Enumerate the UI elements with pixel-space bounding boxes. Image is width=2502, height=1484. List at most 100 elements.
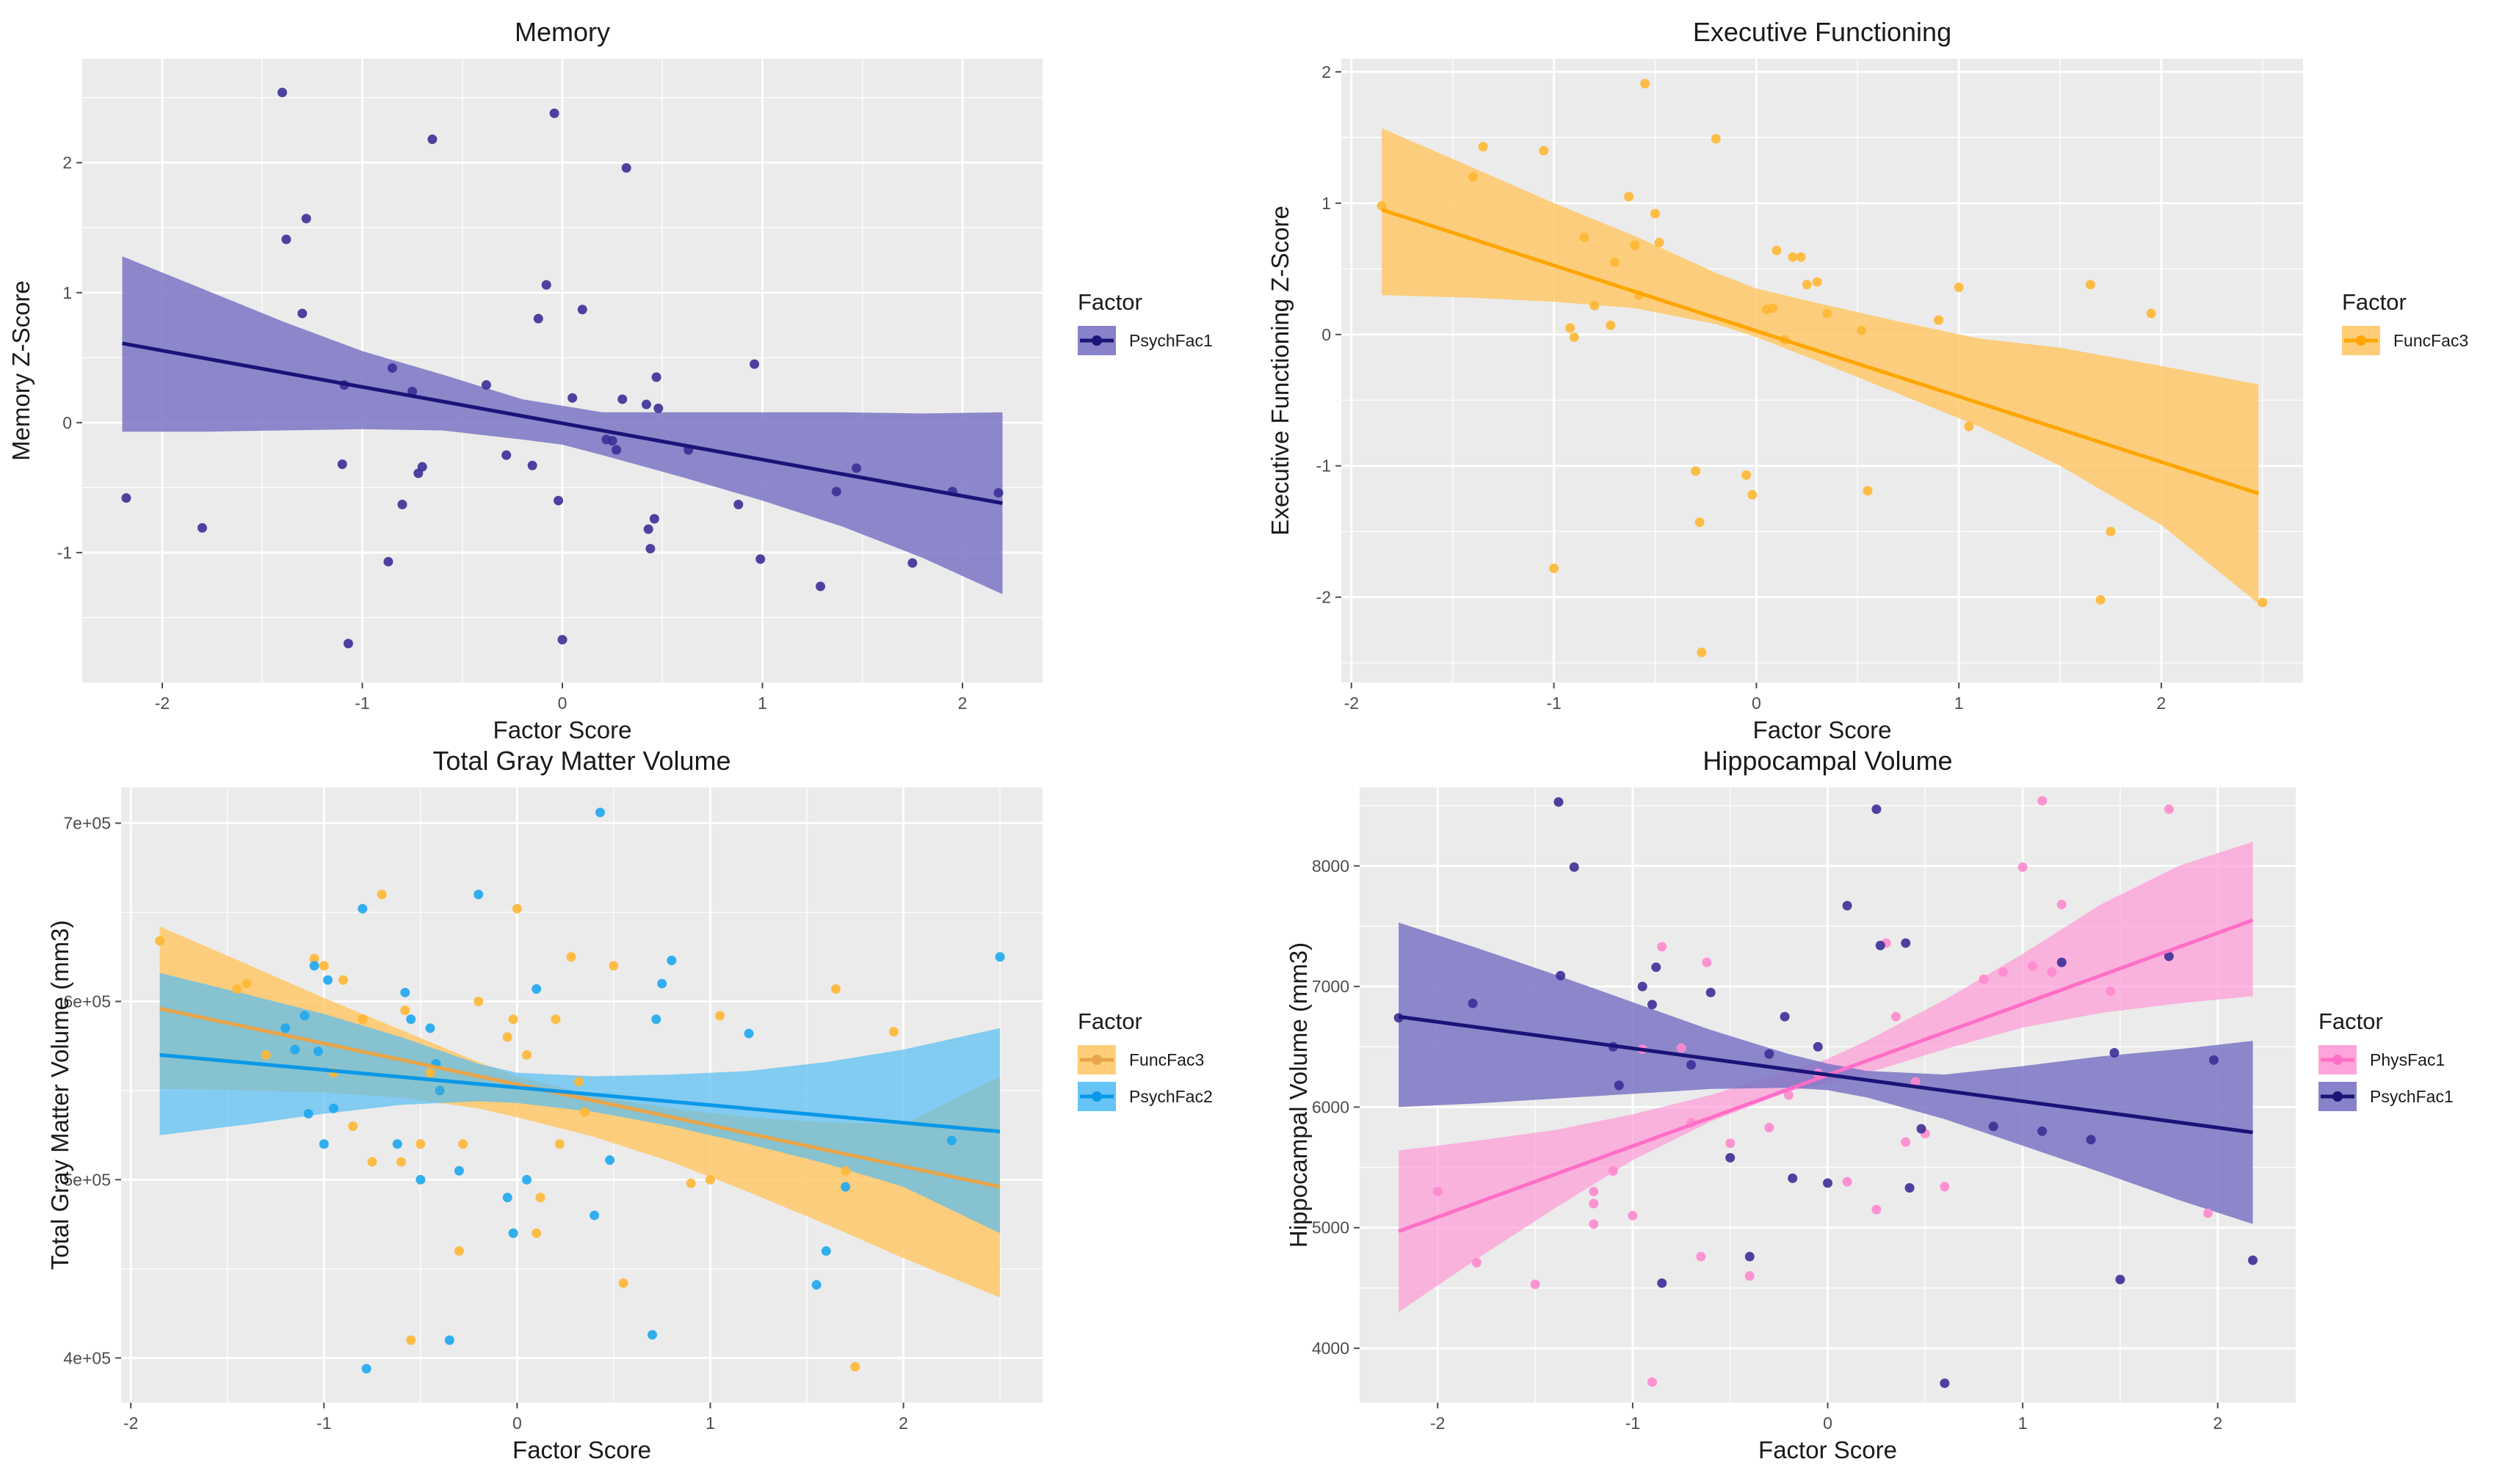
data-point — [1796, 252, 1806, 262]
data-point — [1823, 1178, 1832, 1188]
data-point — [645, 544, 656, 554]
data-point — [396, 1157, 406, 1167]
data-point — [1694, 517, 1705, 528]
data-point — [2056, 899, 2067, 909]
x-tick-label: 0 — [1752, 694, 1761, 713]
data-point — [358, 1014, 368, 1025]
data-point — [2106, 526, 2116, 537]
data-point — [577, 305, 587, 315]
data-point — [1705, 987, 1716, 997]
data-point — [502, 1032, 512, 1042]
data-point — [653, 403, 664, 413]
data-point — [290, 1044, 300, 1055]
data-point — [618, 1278, 628, 1288]
data-point — [387, 363, 397, 373]
data-point — [532, 1228, 542, 1238]
data-point — [1744, 1270, 1755, 1281]
legend-key-point — [2332, 1091, 2343, 1102]
x-tick-label: -2 — [1430, 1414, 1445, 1433]
data-point — [1569, 332, 1579, 342]
data-point — [400, 987, 410, 997]
data-point — [651, 1014, 661, 1025]
data-point — [1711, 134, 1721, 144]
legend: Factor PhysFac1 PsychFac1 — [2318, 1008, 2454, 1111]
data-point — [852, 463, 862, 473]
data-point — [444, 1335, 454, 1345]
data-point — [1916, 1124, 1926, 1134]
data-point — [2086, 1135, 2096, 1145]
points-PsychFac2 — [280, 807, 1005, 1374]
data-point — [1940, 1182, 1950, 1192]
data-point — [2164, 951, 2174, 961]
data-point — [337, 459, 347, 469]
data-point — [1637, 981, 1647, 992]
data-point — [2056, 957, 2067, 967]
y-tick-label: 4000 — [1312, 1339, 1349, 1358]
data-point — [532, 983, 542, 994]
data-point — [1691, 466, 1701, 476]
x-tick-label: -2 — [1344, 694, 1359, 713]
data-point — [474, 996, 484, 1006]
y-tick-label: 2 — [62, 153, 72, 172]
x-tick-label: -1 — [1625, 1414, 1640, 1433]
data-point — [566, 952, 576, 962]
x-tick-label: 2 — [2213, 1414, 2222, 1433]
data-point — [301, 214, 311, 224]
data-point — [1630, 240, 1640, 250]
data-point — [508, 1014, 518, 1025]
data-point — [406, 1014, 416, 1025]
data-point — [811, 1280, 822, 1290]
data-point — [744, 1028, 754, 1039]
x-tick-label: 1 — [2018, 1414, 2028, 1433]
data-point — [841, 1182, 851, 1192]
data-point — [1553, 797, 1564, 807]
data-point — [621, 163, 631, 173]
data-point — [554, 495, 564, 506]
data-point — [2164, 804, 2174, 815]
data-point — [1842, 1176, 1852, 1187]
legend-title: Factor — [2318, 1008, 2383, 1034]
data-point — [417, 462, 427, 472]
data-point — [313, 1046, 323, 1056]
data-point — [1988, 1121, 1998, 1132]
data-point — [281, 234, 291, 244]
data-point — [557, 635, 568, 645]
legend: Factor FuncFac3 PsychFac2 — [1078, 1008, 1213, 1111]
data-point — [367, 1157, 377, 1167]
data-point — [309, 953, 319, 964]
data-point — [1780, 1011, 1790, 1022]
panel-executive: -2 -1 0 1 2 -2 -1 0 1 2 Executive Functioning Facto… — [1266, 17, 2468, 743]
x-axis-label: Factor Score — [1758, 1436, 1897, 1463]
data-point — [502, 1193, 512, 1203]
data-point — [609, 961, 619, 971]
data-point — [397, 499, 407, 509]
y-tick-label: 4e+05 — [63, 1348, 111, 1367]
legend-key-point — [2356, 335, 2366, 346]
data-point — [830, 983, 841, 994]
data-point — [1579, 232, 1589, 242]
data-point — [551, 1014, 561, 1025]
points-PsychFac1 — [1393, 797, 2258, 1389]
data-point — [533, 313, 543, 324]
data-point — [995, 952, 1005, 962]
data-point — [574, 1077, 584, 1087]
data-point — [2146, 308, 2156, 319]
data-point — [522, 1174, 532, 1185]
panel-hippocampal: -2 -1 0 1 2 4000 5000 6000 7000 8000 Hippocampal V… — [1285, 746, 2454, 1463]
data-point — [2047, 967, 2057, 977]
data-point — [649, 514, 659, 524]
data-point — [535, 1193, 545, 1203]
data-point — [2017, 862, 2028, 872]
data-point — [651, 372, 661, 382]
data-point — [1628, 1210, 1638, 1221]
data-point — [1647, 1377, 1657, 1387]
y-tick-label: 6000 — [1312, 1097, 1349, 1116]
data-point — [993, 487, 1004, 498]
data-point — [1589, 1186, 1599, 1196]
data-point — [1772, 245, 1782, 255]
x-tick-label: -1 — [355, 694, 369, 713]
data-point — [1725, 1152, 1736, 1163]
data-point — [1676, 1043, 1686, 1053]
y-axis-label: Hippocampal Volume (mm3) — [1285, 942, 1312, 1248]
data-point — [1783, 1090, 1794, 1100]
